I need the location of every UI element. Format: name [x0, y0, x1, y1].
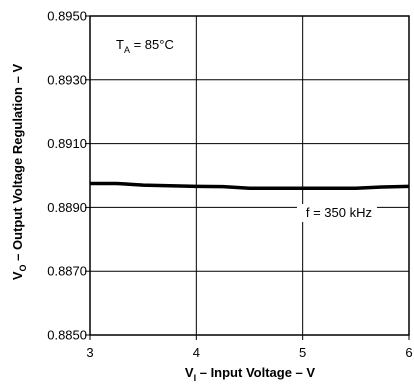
y-tick-label: 0.8870 — [47, 264, 87, 279]
labels: 3 4 5 6 0.8850 0.8870 0.8890 0.8910 0.8930 0.8950… — [10, 9, 413, 384]
y-tick-label: 0.8910 — [47, 136, 87, 151]
y-tick-label: 0.8930 — [47, 72, 87, 87]
x-tick-label: 5 — [299, 345, 306, 360]
x-axis-label: VI – Input Voltage – V — [185, 365, 315, 381]
y-axis-label-main: V — [10, 271, 25, 280]
temperature-annotation-rest: = 85°C — [130, 37, 174, 52]
x-tick-label: 3 — [86, 345, 93, 360]
series-layer — [90, 181, 410, 191]
temperature-annotation-sub: A — [124, 45, 130, 55]
x-tick-label: 6 — [405, 345, 412, 360]
ticks — [85, 15, 410, 340]
x-axis-label-rest: – Input Voltage – V — [196, 365, 315, 380]
y-tick-label: 0.8890 — [47, 200, 87, 215]
grid — [90, 16, 409, 335]
frequency-annotation-background — [297, 204, 377, 222]
temperature-annotation: TA = 85°C — [116, 37, 174, 55]
y-axis-label: VO – Output Voltage Regulation – V — [10, 64, 28, 281]
frequency-annotation: f = 350 kHz — [306, 205, 372, 220]
y-axis-label-sub: O — [18, 264, 28, 271]
series-line — [90, 181, 410, 191]
y-axis-label-rest: – Output Voltage Regulation – V — [10, 64, 25, 265]
axes — [89, 15, 410, 336]
x-tick-label: 4 — [193, 345, 200, 360]
y-tick-label: 0.8850 — [47, 328, 87, 343]
plot-frame — [89, 15, 410, 336]
x-axis-label-sub: I — [194, 373, 197, 381]
x-axis-label-main: V — [185, 365, 194, 380]
temperature-annotation-main: T — [116, 37, 124, 52]
y-tick-label: 0.8950 — [47, 9, 87, 24]
